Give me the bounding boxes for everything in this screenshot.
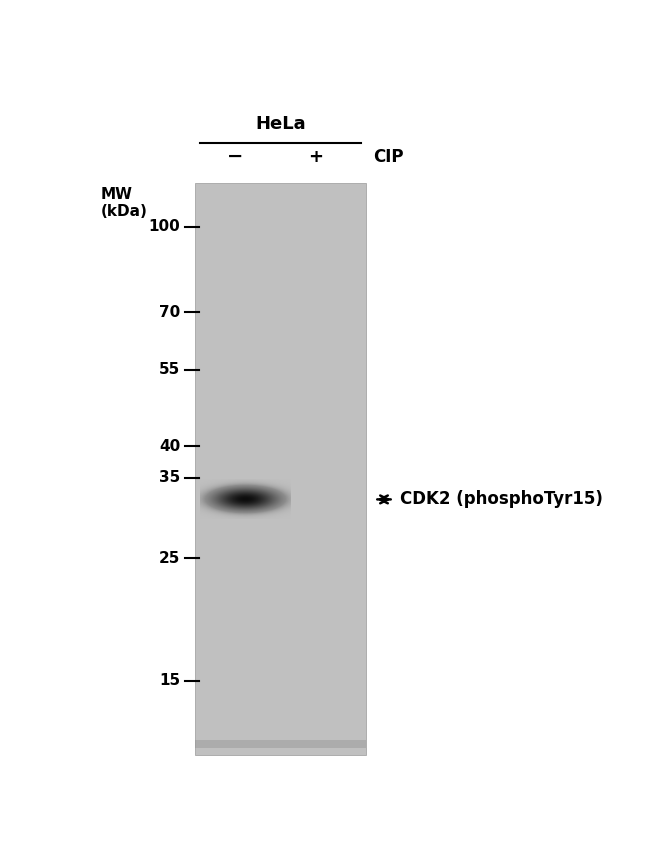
Text: CDK2 (phosphoTyr15): CDK2 (phosphoTyr15) [400, 490, 603, 508]
Text: 15: 15 [159, 673, 181, 688]
Text: MW
(kDa): MW (kDa) [101, 186, 148, 219]
Text: 35: 35 [159, 470, 181, 486]
Text: 70: 70 [159, 305, 181, 319]
Text: +: + [308, 148, 323, 166]
Bar [194, 740, 366, 748]
Text: 55: 55 [159, 362, 181, 377]
Text: 100: 100 [149, 219, 181, 235]
Text: HeLa: HeLa [255, 116, 306, 134]
Text: 40: 40 [159, 438, 181, 454]
Bar [194, 183, 366, 755]
Text: −: − [227, 148, 243, 167]
Text: CIP: CIP [373, 148, 404, 166]
Text: 25: 25 [159, 551, 181, 566]
